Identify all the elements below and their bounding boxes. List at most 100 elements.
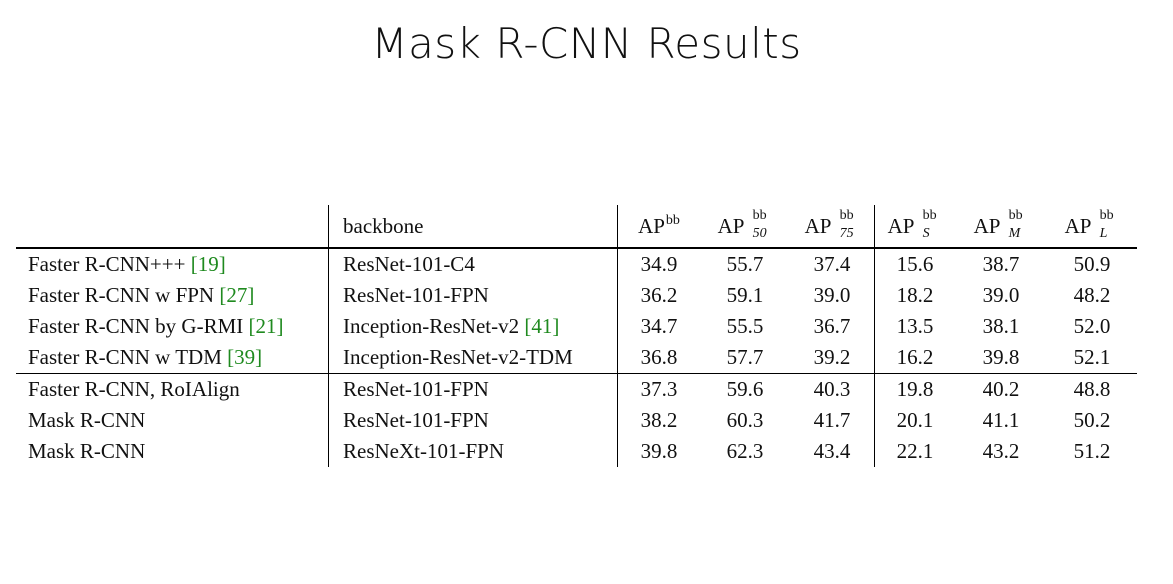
- metric-value: 43.2: [982, 439, 1020, 463]
- citation-link[interactable]: [27]: [219, 283, 255, 307]
- method-name: Faster R-CNN, RoIAlign: [28, 377, 240, 401]
- aps-header: AP bb S: [874, 205, 955, 248]
- backbone-name: Inception-ResNet-v2: [343, 314, 525, 338]
- ap-superscript: bb: [752, 207, 767, 223]
- method-cell: Faster R-CNN+++ [19]: [16, 248, 329, 280]
- citation-link[interactable]: [39]: [227, 345, 263, 369]
- ap-label: AP bb 75: [804, 208, 860, 241]
- backbone-cell: ResNeXt-101-FPN: [328, 436, 618, 467]
- metric-value: 36.8: [617, 342, 700, 374]
- metric-value: 57.7: [726, 345, 764, 369]
- ap-base: AP: [887, 213, 915, 238]
- ap-base: AP: [638, 214, 665, 238]
- metric-value: 59.1: [726, 283, 764, 307]
- citation-link[interactable]: [41]: [524, 314, 560, 338]
- ap-label: AP bb L: [1064, 208, 1120, 241]
- metric-value: 39.0: [982, 283, 1020, 307]
- method-name: Faster R-CNN+++: [28, 252, 191, 276]
- metric-value: 39.8: [617, 436, 700, 467]
- metric-value: 52.0: [1073, 314, 1111, 338]
- backbone-cell: ResNet-101-C4: [328, 248, 618, 280]
- metric-value: 43.4: [813, 439, 851, 463]
- ap-base: AP: [804, 213, 832, 238]
- metric-value: 37.4: [813, 252, 851, 276]
- backbone-name: Inception-ResNet-v2-TDM: [343, 345, 573, 369]
- metric-value: 15.6: [874, 248, 955, 280]
- ap-label: APbb: [638, 213, 680, 239]
- ap-subscript: S: [922, 225, 930, 241]
- metric-value: 34.7: [617, 311, 700, 342]
- metric-value: 51.2: [1073, 439, 1111, 463]
- table-row: Mask R-CNN ResNeXt-101-FPN 39.8 62.3 43.4 22.…: [16, 436, 1137, 467]
- metric-value: 22.1: [874, 436, 955, 467]
- backbone-name: ResNet-101-FPN: [343, 408, 489, 432]
- method-cell: Mask R-CNN: [16, 405, 329, 436]
- method-cell: Faster R-CNN, RoIAlign: [16, 374, 329, 406]
- method-cell: Mask R-CNN: [16, 436, 329, 467]
- metric-value: 38.7: [982, 252, 1020, 276]
- metric-value: 50.2: [1073, 408, 1111, 432]
- ap-base: AP: [1064, 213, 1092, 238]
- metric-value: 60.3: [726, 408, 764, 432]
- ap-subscript: 50: [752, 225, 767, 241]
- table-row: Faster R-CNN by G-RMI [21] Inception-ResN…: [16, 311, 1137, 342]
- metric-value: 38.2: [617, 405, 700, 436]
- backbone-cell: Inception-ResNet-v2 [41]: [328, 311, 618, 342]
- table-row: Faster R-CNN w TDM [39] Inception-ResNet-…: [16, 342, 1137, 374]
- ap-header: APbb: [617, 205, 700, 248]
- metric-value: 36.2: [617, 280, 700, 311]
- metric-value: 59.6: [726, 377, 764, 401]
- metric-value: 55.5: [726, 314, 764, 338]
- ap-label: AP bb 50: [717, 208, 773, 241]
- method-name: Mask R-CNN: [28, 408, 146, 432]
- citation-link[interactable]: [21]: [248, 314, 284, 338]
- metric-value: 50.9: [1073, 252, 1111, 276]
- metric-value: 16.2: [874, 342, 955, 374]
- method-name: Mask R-CNN: [28, 439, 146, 463]
- metric-value: 39.8: [982, 345, 1020, 369]
- method-cell: Faster R-CNN w TDM [39]: [16, 342, 329, 374]
- table-header-row: backbone APbb AP bb 50 AP bb 75 AP bb S AP bb M …: [16, 205, 1137, 248]
- ap-subscript: M: [1008, 225, 1021, 241]
- metric-value: 13.5: [874, 311, 955, 342]
- method-name: Faster R-CNN w FPN: [28, 283, 220, 307]
- slide-title: Mask R-CNN Results: [371, 19, 802, 68]
- metric-value: 48.2: [1073, 283, 1111, 307]
- method-cell: Faster R-CNN by G-RMI [21]: [16, 311, 329, 342]
- metric-value: 36.7: [813, 314, 851, 338]
- metric-value: 41.1: [982, 408, 1020, 432]
- ap-base: AP: [973, 213, 1001, 238]
- metric-value: 40.3: [813, 377, 851, 401]
- backbone-name: ResNet-101-FPN: [343, 377, 489, 401]
- ap-base: AP: [717, 213, 745, 238]
- apm-header: AP bb M: [955, 205, 1047, 248]
- ap-subscript: L: [1099, 225, 1108, 241]
- results-table: backbone APbb AP bb 50 AP bb 75 AP bb S AP bb M …: [16, 205, 1137, 467]
- citation-link[interactable]: [19]: [190, 252, 226, 276]
- metric-value: 40.2: [982, 377, 1020, 401]
- metric-value: 52.1: [1073, 345, 1111, 369]
- ap-label: AP bb S: [887, 208, 943, 241]
- table-row: Faster R-CNN+++ [19] ResNet-101-C4 34.9 55.…: [16, 248, 1137, 280]
- metric-value: 39.2: [813, 345, 851, 369]
- metric-value: 38.1: [982, 314, 1020, 338]
- method-cell: Faster R-CNN w FPN [27]: [16, 280, 329, 311]
- metric-value: 62.3: [726, 439, 764, 463]
- ap-subscript: 75: [839, 225, 854, 241]
- backbone-header: backbone: [328, 205, 618, 248]
- method-name: Faster R-CNN w TDM: [28, 345, 228, 369]
- table-row: Faster R-CNN, RoIAlign ResNet-101-FPN 37.3…: [16, 373, 1137, 406]
- ap-superscript: bb: [1099, 207, 1114, 223]
- ap-superscript: bb: [1008, 207, 1023, 223]
- backbone-cell: Inception-ResNet-v2-TDM: [328, 342, 618, 374]
- backbone-cell: ResNet-101-FPN: [328, 373, 618, 405]
- backbone-cell: ResNet-101-FPN: [328, 280, 618, 311]
- metric-value: 20.1: [874, 405, 955, 436]
- metric-value: 34.9: [617, 248, 700, 280]
- metric-value: 37.3: [617, 373, 700, 405]
- table-row: Mask R-CNN ResNet-101-FPN 38.2 60.3 41.7 20.1…: [16, 405, 1137, 436]
- ap-superscript: bb: [922, 207, 937, 223]
- backbone-name: ResNet-101-C4: [343, 252, 475, 276]
- method-header: [16, 205, 329, 248]
- metric-value: 18.2: [874, 280, 955, 311]
